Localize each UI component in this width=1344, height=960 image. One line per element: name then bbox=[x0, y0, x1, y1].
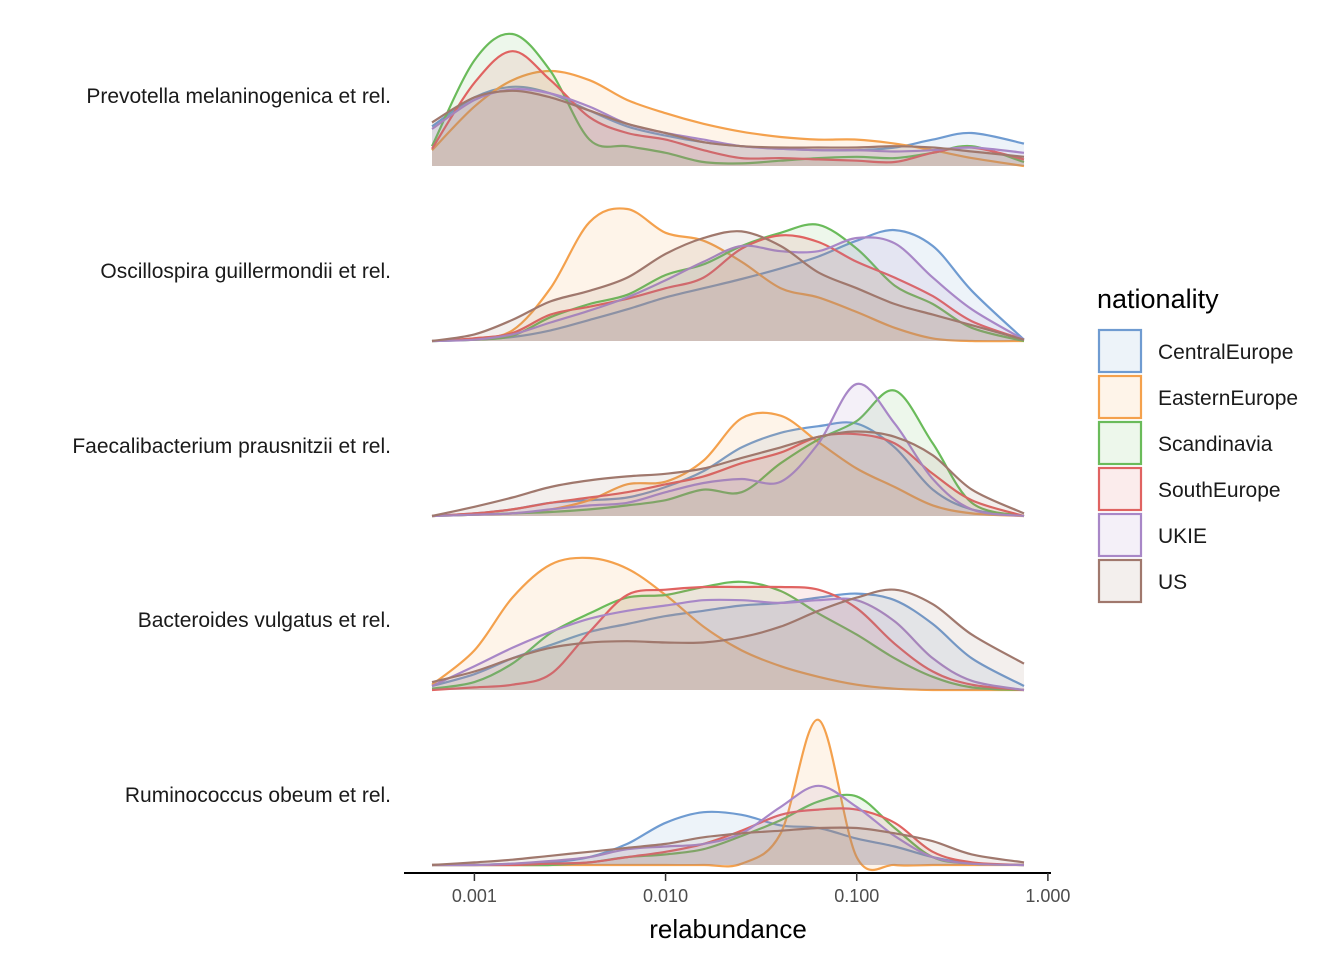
legend-label: EasternEurope bbox=[1158, 387, 1298, 410]
legend-key-easterneurope bbox=[1097, 374, 1143, 420]
density-row bbox=[431, 556, 1025, 692]
density-line-scandinavia bbox=[431, 223, 1025, 343]
density-line-centraleurope bbox=[431, 228, 1025, 343]
density-area-easterneurope bbox=[432, 557, 1024, 691]
density-area-centraleurope bbox=[432, 230, 1024, 341]
density-row bbox=[431, 32, 1025, 168]
density-rows bbox=[431, 32, 1025, 871]
density-line-scandinavia bbox=[431, 580, 1025, 692]
density-line-us bbox=[431, 430, 1025, 518]
density-row bbox=[431, 718, 1025, 871]
density-area-ukie bbox=[432, 237, 1024, 341]
density-line-ukie bbox=[431, 382, 1025, 518]
legend: nationality CentralEurope EasternEurope Sc… bbox=[1097, 284, 1298, 604]
x-axis: 0.001 0.010 0.100 1.000 bbox=[404, 872, 1070, 906]
density-line-ukie bbox=[431, 236, 1025, 343]
density-line-us bbox=[431, 826, 1025, 867]
density-area-centraleurope bbox=[432, 422, 1024, 516]
legend-title: nationality bbox=[1097, 284, 1219, 314]
density-line-southeurope bbox=[431, 234, 1025, 343]
legend-key-us bbox=[1097, 558, 1143, 604]
density-line-us bbox=[431, 588, 1025, 684]
legend-label: SouthEurope bbox=[1158, 479, 1281, 502]
density-area-us bbox=[432, 431, 1024, 516]
density-line-scandinavia bbox=[431, 32, 1025, 165]
density-area-southeurope bbox=[432, 51, 1024, 166]
density-area-scandinavia bbox=[432, 224, 1024, 341]
density-area-scandinavia bbox=[432, 33, 1024, 167]
density-line-southeurope bbox=[431, 50, 1025, 164]
density-area-ukie bbox=[432, 383, 1024, 516]
legend-label: UKIE bbox=[1158, 525, 1207, 548]
x-tick-label: 0.100 bbox=[834, 886, 879, 906]
density-line-southeurope bbox=[431, 585, 1025, 692]
density-area-scandinavia bbox=[432, 794, 1024, 866]
density-line-southeurope bbox=[431, 432, 1025, 518]
density-line-ukie bbox=[431, 597, 1025, 692]
row-label: Oscillospira guillermondii et rel. bbox=[100, 260, 391, 283]
density-line-us bbox=[431, 89, 1025, 158]
legend-key-ukie bbox=[1097, 512, 1143, 558]
density-line-scandinavia bbox=[431, 389, 1025, 518]
row-label: Bacteroides vulgatus et rel. bbox=[138, 609, 391, 632]
density-line-ukie bbox=[431, 88, 1025, 154]
density-line-us bbox=[431, 230, 1025, 343]
row-label: Prevotella melaninogenica et rel. bbox=[86, 85, 391, 108]
x-tick-label: 0.010 bbox=[643, 886, 688, 906]
density-area-scandinavia bbox=[432, 390, 1024, 516]
legend-label: Scandinavia bbox=[1158, 433, 1273, 456]
row-label: Faecalibacterium prausnitzii et rel. bbox=[72, 435, 391, 458]
density-area-us bbox=[432, 827, 1024, 865]
density-area-southeurope bbox=[432, 433, 1024, 516]
row-labels: Prevotella melaninogenica et rel. Oscillo… bbox=[72, 85, 391, 807]
density-area-easterneurope bbox=[432, 412, 1024, 516]
density-row bbox=[431, 207, 1025, 343]
legend-label: CentralEurope bbox=[1158, 341, 1293, 364]
density-area-ukie bbox=[432, 785, 1024, 866]
density-area-us bbox=[432, 231, 1024, 341]
density-area-scandinavia bbox=[432, 581, 1024, 690]
row-label: Ruminococcus obeum et rel. bbox=[125, 784, 391, 807]
legend-key-centraleurope bbox=[1097, 328, 1143, 374]
legend-label: US bbox=[1158, 571, 1187, 594]
x-tick-label: 0.001 bbox=[452, 886, 497, 906]
density-row bbox=[431, 382, 1025, 518]
x-tick-label: 1.000 bbox=[1025, 886, 1070, 906]
legend-key-southeurope bbox=[1097, 466, 1143, 512]
density-line-easterneurope bbox=[431, 207, 1025, 343]
density-line-easterneurope bbox=[431, 556, 1024, 692]
density-line-ukie bbox=[431, 784, 1025, 867]
density-area-ukie bbox=[432, 598, 1024, 690]
x-axis-title: relabundance bbox=[649, 914, 807, 944]
legend-key-scandinavia bbox=[1097, 420, 1143, 466]
density-area-southeurope bbox=[432, 586, 1024, 690]
